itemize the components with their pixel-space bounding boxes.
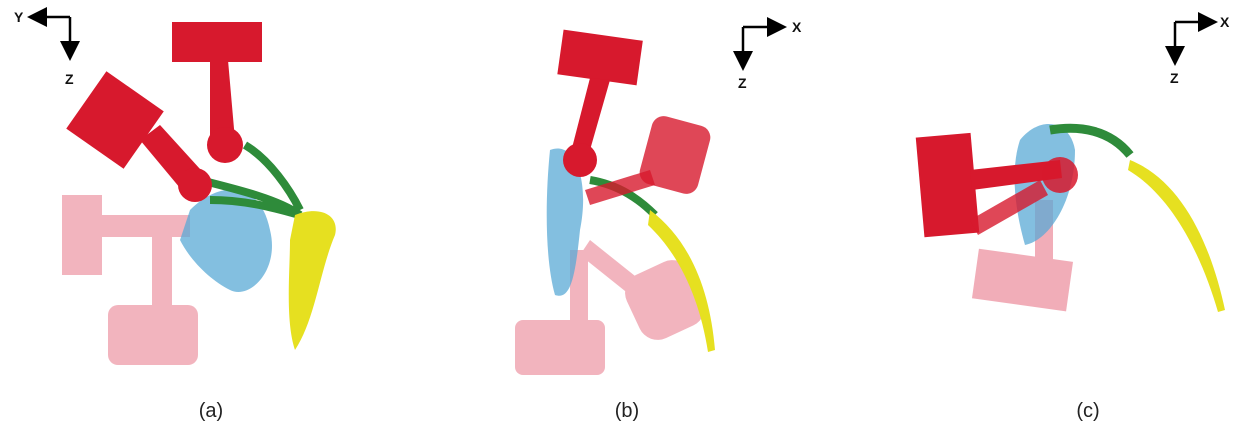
axis-label: Z [1170, 70, 1179, 86]
panel-caption: (c) [1076, 400, 1099, 422]
panel-a: Y Z (a) [14, 9, 336, 422]
axis-label: Z [65, 71, 74, 87]
axis-label: Z [738, 75, 747, 91]
axis-label: X [792, 19, 802, 35]
render [62, 22, 336, 365]
panel-caption: (b) [615, 400, 639, 422]
render [515, 30, 715, 375]
panel-b: X Z (b) [515, 19, 802, 422]
panel-c: X Z (c) [916, 14, 1230, 422]
axis-indicator: Y Z [14, 9, 74, 87]
axis-indicator: X Z [738, 19, 802, 91]
figure: Y Z (a) [0, 0, 1235, 426]
axis-label: Y [14, 9, 24, 25]
axis-label: X [1220, 14, 1230, 30]
axis-indicator: X Z [1170, 14, 1230, 86]
render [916, 124, 1225, 312]
panel-caption: (a) [199, 400, 223, 422]
